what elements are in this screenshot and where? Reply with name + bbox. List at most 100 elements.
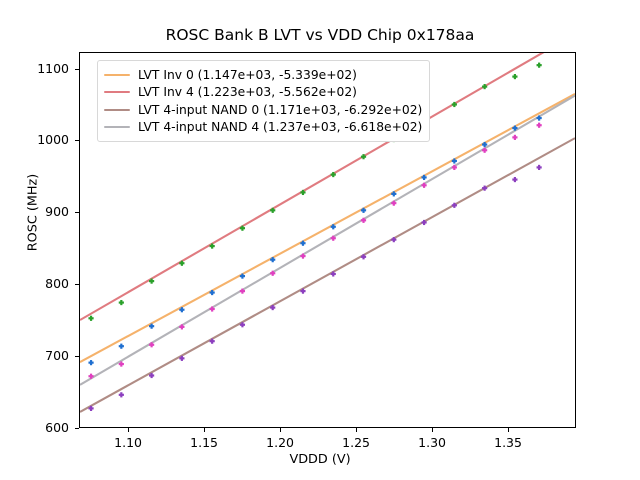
- data-point-1-9: [360, 154, 367, 160]
- data-point-0-3: [179, 307, 185, 313]
- data-point-3-4: [209, 306, 215, 312]
- data-point-3-15: [536, 122, 542, 128]
- data-point-3-1: [118, 361, 124, 367]
- legend-label: LVT Inv 0 (1.147e+03, -5.339e+02): [138, 67, 357, 82]
- data-point-1-12: [451, 101, 457, 108]
- x-tick-mark: [508, 428, 510, 432]
- y-tick-mark: [75, 68, 79, 70]
- legend-label: LVT Inv 4 (1.223e+03, -5.562e+02): [138, 85, 357, 100]
- x-tick-label: 1.15: [190, 435, 218, 450]
- legend-line-swatch: [104, 126, 130, 129]
- data-point-1-8: [330, 171, 336, 178]
- data-point-3-6: [270, 270, 276, 276]
- data-point-3-8: [330, 235, 336, 241]
- data-point-1-4: [209, 243, 215, 249]
- data-point-0-9: [360, 207, 367, 213]
- data-point-3-9: [360, 217, 367, 223]
- data-point-0-6: [270, 257, 276, 263]
- x-tick-label: 1.20: [266, 435, 294, 450]
- data-point-2-10: [391, 237, 397, 243]
- legend-item-0: LVT Inv 0 (1.147e+03, -5.339e+02): [104, 66, 422, 84]
- data-point-2-12: [451, 202, 457, 208]
- y-tick-label: 600: [45, 420, 69, 435]
- fit-line-2: [80, 137, 575, 413]
- y-tick-label: 700: [45, 348, 69, 364]
- legend-item-2: LVT 4-input NAND 0 (1.171e+03, -6.292e+0…: [104, 101, 422, 119]
- y-axis-title: ROSC (MHz): [25, 173, 41, 252]
- data-point-0-13: [482, 141, 488, 148]
- data-point-1-15: [536, 62, 542, 68]
- x-tick-label: 1.35: [494, 435, 522, 450]
- data-point-2-3: [179, 355, 185, 361]
- x-tick-mark: [204, 428, 206, 432]
- data-point-0-4: [209, 289, 215, 296]
- data-point-1-1: [118, 299, 124, 306]
- legend-line-swatch: [104, 91, 130, 94]
- y-tick-label: 1000: [37, 132, 69, 148]
- data-point-1-0: [88, 315, 94, 321]
- data-point-1-2: [149, 278, 155, 284]
- data-point-0-8: [330, 224, 336, 230]
- data-point-2-5: [239, 322, 246, 328]
- data-point-2-1: [118, 392, 124, 398]
- data-point-0-10: [391, 191, 397, 197]
- data-point-2-4: [209, 338, 215, 344]
- data-point-0-0: [88, 360, 94, 366]
- data-point-1-6: [270, 207, 276, 213]
- data-point-2-14: [512, 176, 518, 183]
- data-point-0-5: [239, 273, 246, 279]
- y-tick-mark: [75, 356, 79, 358]
- y-tick-label: 900: [45, 204, 69, 220]
- x-axis-title: VDDD (V): [289, 452, 351, 467]
- data-point-2-6: [270, 304, 276, 311]
- y-tick-mark: [75, 284, 79, 286]
- data-point-3-7: [300, 253, 306, 259]
- data-point-0-12: [451, 158, 457, 164]
- data-point-3-12: [451, 164, 457, 171]
- fit-line-0: [80, 92, 575, 364]
- x-tick-label: 1.10: [114, 435, 142, 450]
- data-point-3-0: [88, 373, 94, 379]
- data-point-3-14: [512, 134, 518, 140]
- legend: LVT Inv 0 (1.147e+03, -5.339e+02) LVT Inv…: [97, 60, 431, 142]
- x-tick-mark: [280, 428, 282, 432]
- y-tick-mark: [75, 428, 79, 429]
- legend-label: LVT 4-input NAND 0 (1.171e+03, -6.292e+0…: [138, 102, 423, 117]
- x-tick-label: 1.25: [342, 435, 370, 450]
- data-point-2-0: [88, 405, 94, 411]
- fit-line-3: [80, 94, 575, 386]
- data-point-2-15: [536, 164, 542, 171]
- x-tick-mark: [128, 428, 130, 432]
- y-tick-mark: [75, 140, 79, 142]
- data-point-0-11: [421, 174, 427, 181]
- data-point-2-2: [149, 372, 155, 379]
- data-point-1-7: [300, 189, 306, 196]
- data-point-3-5: [239, 288, 246, 294]
- data-point-0-1: [118, 343, 124, 349]
- legend-line-swatch: [104, 108, 130, 111]
- y-tick-mark: [75, 212, 79, 214]
- data-point-1-13: [482, 84, 488, 90]
- legend-item-3: LVT 4-input NAND 4 (1.237e+03, -6.618e+0…: [104, 119, 422, 137]
- data-point-3-13: [482, 147, 488, 153]
- data-point-1-14: [512, 74, 518, 80]
- x-tick-mark: [356, 428, 358, 432]
- legend-line-swatch: [104, 73, 130, 76]
- data-point-0-15: [536, 115, 542, 121]
- chart-title: ROSC Bank B LVT vs VDD Chip 0x178aa: [165, 26, 475, 44]
- data-point-2-11: [421, 219, 427, 226]
- data-point-0-7: [300, 240, 306, 246]
- legend-label: LVT 4-input NAND 4 (1.237e+03, -6.618e+0…: [138, 120, 423, 135]
- data-point-3-11: [421, 182, 427, 188]
- data-point-3-10: [391, 200, 397, 206]
- x-tick-label: 1.30: [418, 435, 446, 450]
- data-point-2-9: [360, 254, 367, 260]
- data-point-2-8: [330, 271, 336, 277]
- data-point-1-3: [179, 260, 185, 266]
- data-point-3-2: [149, 342, 155, 348]
- data-point-2-7: [300, 288, 306, 294]
- data-point-2-13: [482, 185, 488, 191]
- y-tick-label: 1100: [37, 60, 69, 76]
- data-point-0-14: [512, 125, 518, 131]
